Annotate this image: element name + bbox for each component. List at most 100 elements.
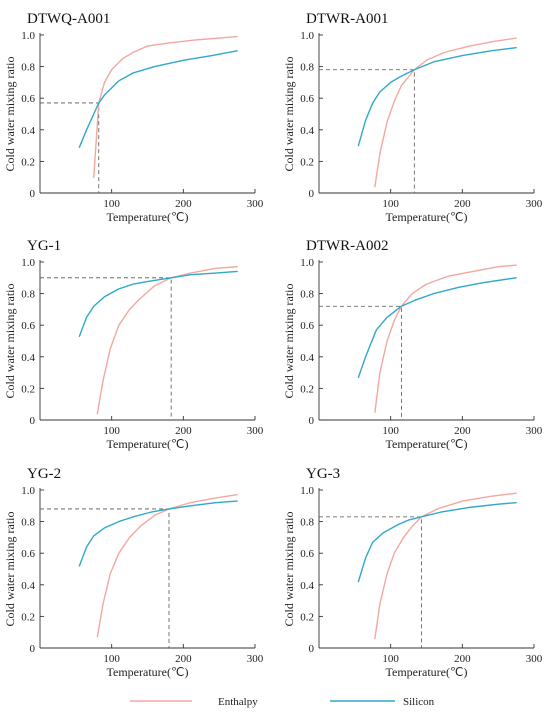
x-tick-label: 200 [454,425,471,437]
x-tick-label: 300 [247,198,264,210]
y-tick-label: 0 [30,643,36,655]
x-axis-label: Temperature(℃) [107,665,189,679]
chart-panel: DTWR-A001 0 0.2 0.4 0.6 0.8 1.0 100 200 300 Temper… [282,11,543,224]
x-tick-label: 300 [247,653,264,665]
y-tick-label: 0.2 [300,383,314,395]
panel-title: DTWQ-A001 [27,11,110,27]
x-tick-label: 100 [382,653,399,665]
y-tick-label: 0 [309,188,315,200]
chart-panel: YG-2 0 0.2 0.4 0.6 0.8 1.0 100 200 300 Temperature… [3,466,264,679]
y-axis-label: Cold water mixing ratio [282,57,296,172]
x-tick-label: 100 [382,425,399,437]
x-tick-label: 200 [454,653,471,665]
y-tick-label: 0.8 [21,62,35,74]
series-line-silicon [78,270,238,337]
legend-enthalpy-label: Enthalpy [218,696,258,708]
intersection-guide-line [319,69,415,193]
y-tick-label: 0.6 [300,548,314,560]
series-line-enthalpy [93,35,238,178]
x-tick-label: 200 [175,653,192,665]
y-axis-label: Cold water mixing ratio [3,284,17,399]
y-tick-label: 0.4 [300,125,314,137]
y-tick-label: 0.8 [300,62,314,74]
series-line-silicon [78,500,238,567]
y-tick-label: 1.0 [300,257,314,269]
y-tick-label: 0.6 [300,320,314,332]
x-tick-label: 100 [103,653,120,665]
chart-panel: DTWR-A002 0 0.2 0.4 0.6 0.8 1.0 100 200 300 Temper… [282,238,543,451]
intersection-guide-line [40,277,172,420]
chart-panel: DTWQ-A001 0 0.2 0.4 0.6 0.8 1.0 100 200 300 Temper… [3,11,264,224]
series-line-silicon [78,50,238,148]
series-line-enthalpy [96,494,238,638]
y-tick-label: 0.2 [21,156,35,168]
intersection-guide-line [319,305,402,420]
y-tick-label: 0 [30,188,36,200]
chart-panel: YG-3 0 0.2 0.4 0.6 0.8 1.0 100 200 300 Temperature… [282,466,543,679]
series-line-silicon [357,46,517,147]
y-tick-label: 0.2 [21,611,35,623]
y-tick-label: 0.6 [21,548,35,560]
y-tick-label: 0.2 [300,156,314,168]
legend-silicon-label: Silicon [403,696,435,708]
y-tick-label: 1.0 [21,257,35,269]
x-axis-label: Temperature(℃) [386,210,468,224]
y-tick-label: 0.8 [300,289,314,301]
y-tick-label: 0.4 [300,580,314,592]
y-tick-label: 0 [30,415,36,427]
x-tick-label: 300 [526,198,543,210]
y-tick-label: 0.4 [21,125,35,137]
panel-title: DTWR-A002 [306,238,389,254]
legend: Enthalpy Silicon [130,696,435,708]
intersection-guide-line [40,102,100,193]
series-line-silicon [357,277,517,379]
y-axis-label: Cold water mixing ratio [282,512,296,627]
y-tick-label: 0.2 [300,611,314,623]
intersection-guide-line [40,508,170,648]
series-line-enthalpy [374,264,517,413]
x-tick-label: 300 [247,425,264,437]
x-tick-label: 300 [526,653,543,665]
y-tick-label: 0.2 [21,383,35,395]
series-line-silicon [357,501,517,583]
x-axis-label: Temperature(℃) [107,437,189,451]
y-tick-label: 0 [309,415,315,427]
y-axis-label: Cold water mixing ratio [3,57,17,172]
panel-title: DTWR-A001 [306,11,389,27]
chart-panels: DTWQ-A001 0 0.2 0.4 0.6 0.8 1.0 100 200 300 Temper… [3,11,543,679]
x-tick-label: 200 [175,425,192,437]
x-tick-label: 100 [382,198,399,210]
x-axis-label: Temperature(℃) [386,665,468,679]
intersection-guide-line [319,516,422,648]
y-tick-label: 0.8 [21,517,35,529]
y-tick-label: 1.0 [21,30,35,42]
y-tick-label: 0.4 [300,352,314,364]
y-tick-label: 1.0 [300,30,314,42]
series-line-enthalpy [374,492,517,640]
x-tick-label: 200 [454,198,471,210]
y-tick-label: 0.6 [300,93,314,105]
x-tick-label: 100 [103,198,120,210]
y-tick-label: 0.4 [21,352,35,364]
x-axis-label: Temperature(℃) [386,437,468,451]
panel-title: YG-2 [27,466,61,482]
x-tick-label: 100 [103,425,120,437]
y-tick-label: 1.0 [300,485,314,497]
series-line-enthalpy [374,37,517,188]
x-tick-label: 200 [175,198,192,210]
x-tick-label: 300 [526,425,543,437]
y-axis-label: Cold water mixing ratio [282,284,296,399]
y-tick-label: 0.8 [300,517,314,529]
y-tick-label: 0.8 [21,289,35,301]
y-tick-label: 0 [309,643,315,655]
chart-panel: YG-1 0 0.2 0.4 0.6 0.8 1.0 100 200 300 Temperature… [3,238,264,451]
panel-title: YG-3 [306,466,340,482]
y-tick-label: 1.0 [21,485,35,497]
series-line-enthalpy [96,266,238,415]
y-tick-label: 0.6 [21,320,35,332]
y-tick-label: 0.4 [21,580,35,592]
panel-title: YG-1 [27,238,61,254]
y-axis-label: Cold water mixing ratio [3,512,17,627]
x-axis-label: Temperature(℃) [107,210,189,224]
